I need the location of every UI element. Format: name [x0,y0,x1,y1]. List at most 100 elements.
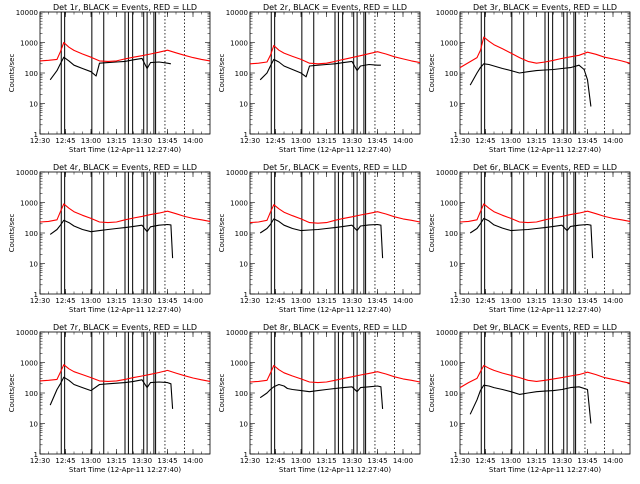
x-tick-label: 14:00 [183,137,203,145]
panel-title: Det 1r, BLACK = Events, RED = LLD [53,3,197,12]
x-tick-label: 12:45 [475,297,495,305]
x-tick-label: 13:45 [157,137,177,145]
x-tick-label: 13:30 [342,137,362,145]
x-tick-label: 12:45 [55,297,75,305]
events-series-line [259,218,384,259]
x-tick-label: 13:30 [552,457,572,465]
x-tick-label: 14:00 [603,137,623,145]
y-axis-label: Counts/sec [428,54,436,93]
x-axis-label: Start Time (12-Apr-11 12:27:40) [489,306,601,314]
x-tick-label: 13:15 [106,457,126,465]
x-tick-label: 12:30 [240,457,260,465]
panel-6: Det 6r, BLACK = Events, RED = LLD 1 10 100 1… [428,163,631,314]
x-tick-label: 12:45 [55,137,75,145]
x-axis-label: Start Time (12-Apr-11 12:27:40) [489,146,601,154]
x-tick-label: 14:00 [603,457,623,465]
y-tick-label: 1 [454,451,458,459]
x-tick-label: 13:00 [291,297,311,305]
y-tick-label: 1000 [20,40,38,48]
x-tick-label: 13:45 [577,457,597,465]
y-axis-label: Counts/sec [8,374,16,413]
x-tick-label: 13:00 [81,297,101,305]
x-tick-label: 13:15 [106,297,126,305]
x-tick-label: 13:15 [526,457,546,465]
y-tick-label: 1 [34,451,38,459]
y-tick-label: 1 [34,131,38,139]
x-tick-label: 14:00 [393,457,413,465]
x-tick-label: 13:00 [291,137,311,145]
x-tick-label: 14:00 [393,297,413,305]
y-tick-label: 10 [239,101,248,109]
x-tick-label: 12:30 [450,137,470,145]
panel-1: Det 1r, BLACK = Events, RED = LLD 1 10 100 1… [8,3,211,154]
x-tick-label: 12:30 [30,457,50,465]
y-tick-label: 10000 [436,329,458,337]
y-tick-label: 1 [454,291,458,299]
y-axis-label: Counts/sec [218,214,226,253]
y-tick-label: 10000 [16,329,38,337]
x-tick-label: 13:30 [132,137,152,145]
lld-series-line [459,36,631,69]
y-tick-label: 1000 [230,40,248,48]
lld-series-line [39,41,211,62]
y-tick-label: 10000 [16,9,38,17]
y-tick-label: 1 [244,131,248,139]
events-series-line [49,376,174,409]
x-tick-label: 13:45 [157,297,177,305]
x-tick-label: 12:45 [475,137,495,145]
lld-series-line [249,364,421,384]
y-tick-label: 1000 [230,360,248,368]
x-tick-label: 12:45 [55,457,75,465]
x-tick-label: 14:00 [603,297,623,305]
y-tick-label: 10 [29,101,38,109]
x-tick-label: 13:15 [526,137,546,145]
x-tick-label: 13:00 [501,137,521,145]
x-tick-label: 13:15 [316,457,336,465]
x-tick-label: 13:15 [316,137,336,145]
x-tick-label: 13:45 [577,297,597,305]
y-tick-label: 1000 [440,40,458,48]
y-tick-label: 10000 [436,169,458,177]
y-tick-label: 10 [29,261,38,269]
panel-5: Det 5r, BLACK = Events, RED = LLD 1 10 100 1… [218,163,421,314]
panel-8: Det 8r, BLACK = Events, RED = LLD 1 10 100 1… [218,323,421,474]
y-tick-label: 10 [239,261,248,269]
lld-series-line [459,203,631,224]
lld-series-line [459,364,631,389]
events-series-line [259,58,381,81]
y-tick-label: 10 [29,421,38,429]
y-tick-label: 100 [235,230,248,238]
x-tick-label: 13:45 [157,457,177,465]
panel-4: Det 4r, BLACK = Events, RED = LLD 1 10 100 1… [8,163,211,314]
x-tick-label: 13:30 [132,297,152,305]
y-tick-label: 1000 [20,200,38,208]
y-tick-label: 10000 [226,169,248,177]
y-axis-label: Counts/sec [428,214,436,253]
lld-series-line [249,204,421,224]
x-tick-label: 13:30 [552,297,572,305]
y-axis-label: Counts/sec [218,374,226,413]
y-tick-label: 100 [25,230,38,238]
y-tick-label: 1 [244,291,248,299]
lld-series-line [249,44,421,65]
panel-3: Det 3r, BLACK = Events, RED = LLD 1 10 100 1… [428,3,631,154]
events-series-line [469,63,592,107]
x-tick-label: 13:45 [367,457,387,465]
events-series-line [49,56,171,81]
x-axis-label: Start Time (12-Apr-11 12:27:40) [69,146,181,154]
y-tick-label: 10000 [226,9,248,17]
lld-series-line [39,203,211,224]
x-tick-label: 13:00 [291,457,311,465]
y-tick-label: 10 [239,421,248,429]
panel-title: Det 2r, BLACK = Events, RED = LLD [263,3,407,12]
x-axis-label: Start Time (12-Apr-11 12:27:40) [279,466,391,474]
panel-title: Det 6r, BLACK = Events, RED = LLD [473,163,617,172]
y-axis-label: Counts/sec [8,54,16,93]
x-tick-label: 13:30 [342,457,362,465]
y-tick-label: 10 [449,101,458,109]
x-tick-label: 13:15 [526,297,546,305]
y-tick-label: 10000 [16,169,38,177]
panel-title: Det 7r, BLACK = Events, RED = LLD [53,323,197,332]
y-tick-label: 10000 [436,9,458,17]
